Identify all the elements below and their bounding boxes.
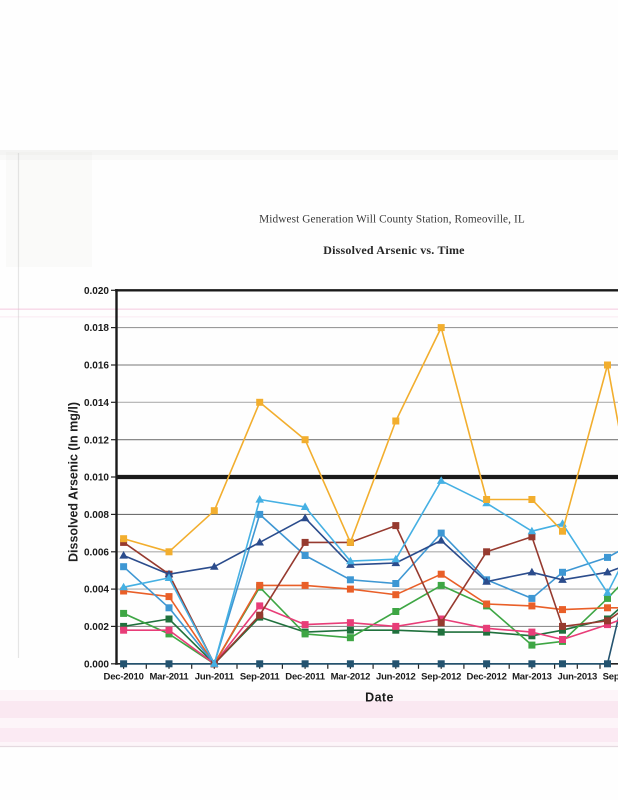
svg-text:Dec-2010: Dec-2010 [104, 671, 144, 682]
svg-text:0.006: 0.006 [84, 547, 109, 558]
svg-text:Sep-2013: Sep-2013 [603, 671, 618, 682]
svg-text:0.002: 0.002 [84, 622, 109, 633]
svg-text:Dissolved Arsenic vs. Time: Dissolved Arsenic vs. Time [323, 243, 465, 257]
svg-text:Mar-2012: Mar-2012 [331, 671, 371, 682]
svg-text:Dec-2011: Dec-2011 [285, 671, 326, 682]
svg-text:Jun-2012: Jun-2012 [376, 671, 416, 682]
svg-text:Sep-2012: Sep-2012 [421, 671, 461, 682]
svg-text:0.018: 0.018 [84, 323, 109, 334]
svg-text:Dec-2012: Dec-2012 [467, 671, 507, 682]
svg-text:0.014: 0.014 [84, 398, 109, 409]
svg-text:Dissolved Arsenic (In mg/l): Dissolved Arsenic (In mg/l) [67, 402, 81, 562]
svg-text:0.012: 0.012 [84, 435, 109, 446]
svg-text:0.004: 0.004 [84, 585, 109, 596]
svg-text:Mar-2011: Mar-2011 [149, 671, 189, 682]
svg-text:0.000: 0.000 [84, 659, 109, 670]
svg-text:Sep-2011: Sep-2011 [240, 671, 281, 682]
svg-text:Date: Date [365, 691, 394, 705]
svg-text:Midwest Generation Will County: Midwest Generation Will County Station, … [259, 214, 525, 226]
svg-text:0.016: 0.016 [84, 361, 109, 372]
svg-text:0.020: 0.020 [84, 286, 109, 297]
svg-text:Jun-2011: Jun-2011 [195, 671, 235, 682]
svg-text:0.010: 0.010 [84, 473, 109, 484]
svg-text:Mar-2013: Mar-2013 [512, 671, 552, 682]
svg-text:0.008: 0.008 [84, 510, 109, 521]
svg-text:Jun-2013: Jun-2013 [558, 671, 598, 682]
